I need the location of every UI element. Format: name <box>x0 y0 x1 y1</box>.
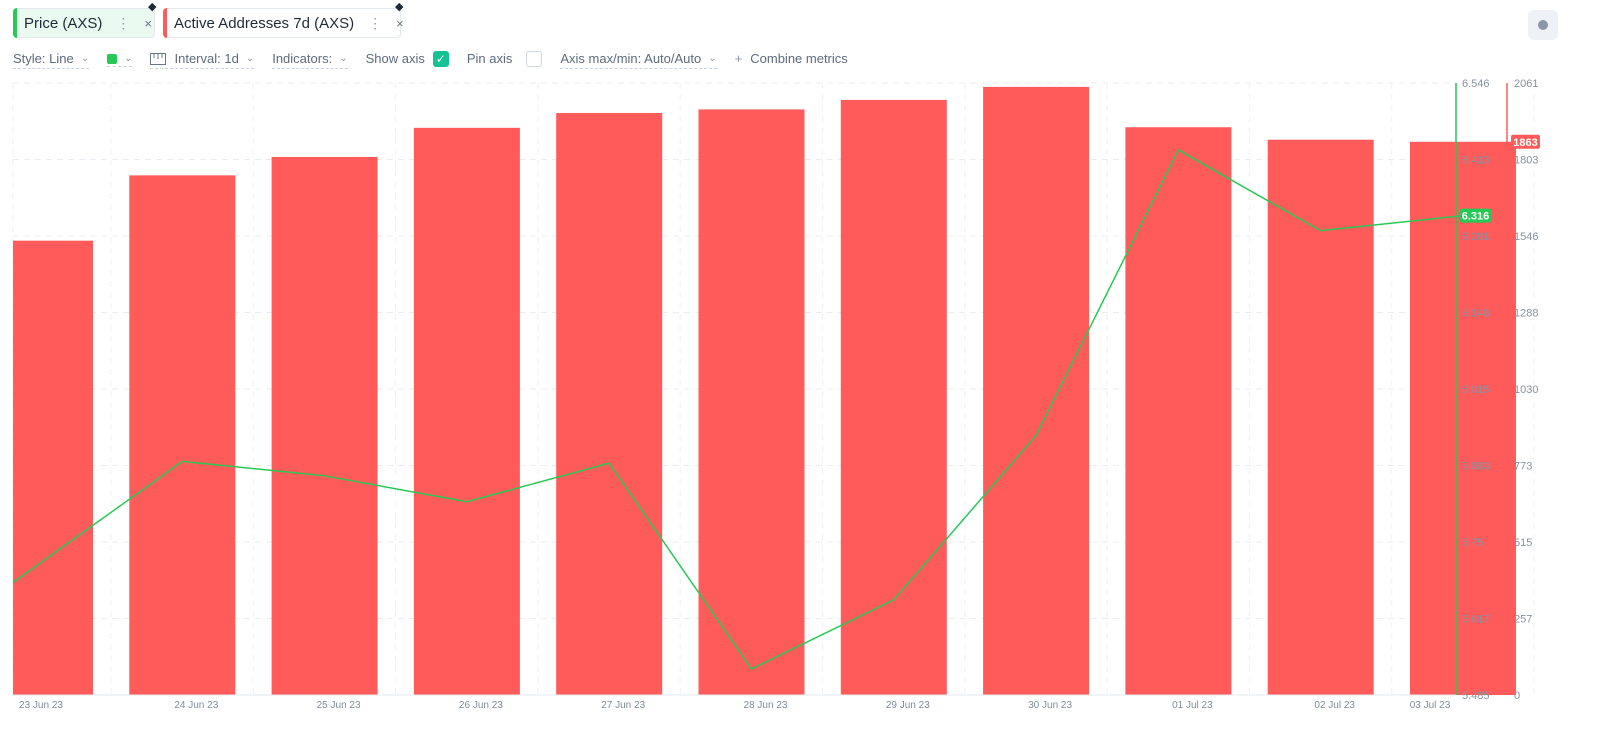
show-axis-label: Show axis <box>365 51 425 66</box>
addresses-axis-tick-label: 1803 <box>1514 155 1538 167</box>
metric-color-bar <box>163 8 167 38</box>
bar-active-addresses <box>129 175 236 695</box>
chevron-down-icon: ⌄ <box>245 53 255 64</box>
price-last-value-badge <box>1460 208 1491 223</box>
show-axis-checkbox[interactable]: ✓ <box>432 50 449 67</box>
x-axis-tick-label: 26 Jun 23 <box>459 700 503 711</box>
bar-active-addresses <box>1267 139 1374 695</box>
addresses-axis-tick-label: 1030 <box>1514 384 1538 396</box>
chevron-down-icon: ⌄ <box>708 53 717 64</box>
axis-maxmin-dropdown[interactable]: Axis max/min: Auto/Auto ⌄ <box>560 51 717 69</box>
metric-tab-price[interactable]: Price (AXS) ⋮ × <box>13 8 155 38</box>
bar-active-addresses <box>556 112 663 695</box>
drag-handle-icon[interactable]: ◆ <box>395 1 404 13</box>
price-axis-tick-label: 6.281 <box>1462 231 1490 243</box>
chevron-down-icon: ⌄ <box>339 53 348 64</box>
circle-icon <box>1538 20 1548 30</box>
axis-maxmin-label: Axis max/min: Auto/Auto <box>560 51 702 66</box>
x-axis-tick-label: 23 Jun 23 <box>19 700 63 711</box>
addresses-axis-tick-label: 0 <box>1514 690 1520 702</box>
close-icon[interactable]: × <box>144 15 152 31</box>
bar-active-addresses <box>698 109 805 695</box>
bar-active-addresses <box>840 99 947 695</box>
combine-metrics-label: Combine metrics <box>750 51 848 66</box>
pin-axis-checkbox[interactable] <box>526 50 543 67</box>
more-icon[interactable]: ⋮ <box>116 14 131 31</box>
more-icon[interactable]: ⋮ <box>368 14 383 31</box>
show-axis-toggle[interactable]: Show axis ✓ <box>365 50 449 70</box>
metric-label: Active Addresses 7d (AXS) <box>174 14 355 32</box>
addresses-axis-tick-label: 1288 <box>1514 308 1538 320</box>
addresses-axis-tick-label: 257 <box>1514 614 1532 626</box>
addresses-last-value-badge <box>1511 134 1540 149</box>
line-price <box>12 148 1464 670</box>
indicators-label: Indicators: <box>272 51 333 66</box>
x-axis-tick-label: 30 Jun 23 <box>1028 700 1072 711</box>
interval-dropdown[interactable]: Interval: 1d ⌄ <box>150 51 255 69</box>
addresses-axis-tick-label: 2061 <box>1514 78 1538 90</box>
price-axis-tick-label: 5.75 <box>1462 537 1483 549</box>
bar-active-addresses <box>13 240 93 695</box>
bar-active-addresses <box>1125 127 1232 695</box>
color-picker[interactable]: ⌄ <box>107 53 133 67</box>
interval-label: Interval: 1d <box>174 51 239 66</box>
drag-handle-icon[interactable]: ◆ <box>148 1 157 13</box>
x-axis-tick-label: 28 Jun 23 <box>744 700 788 711</box>
pin-axis-label: Pin axis <box>466 51 513 66</box>
combine-metrics-button[interactable]: + Combine metrics <box>735 51 848 69</box>
x-axis-tick-label: 24 Jun 23 <box>174 700 218 711</box>
price-axis-tick-label: 6.015 <box>1462 384 1490 396</box>
chevron-down-icon: ⌄ <box>124 53 133 64</box>
addresses-axis-tick-label: 773 <box>1514 461 1532 473</box>
chevron-down-icon: ⌄ <box>80 53 90 64</box>
style-dropdown[interactable]: Style: Line ⌄ <box>13 51 90 69</box>
bar-active-addresses <box>413 127 520 695</box>
x-axis-tick-label: 02 Jul 23 <box>1314 700 1355 711</box>
indicators-dropdown[interactable]: Indicators: ⌄ <box>272 51 348 69</box>
color-swatch <box>107 53 118 64</box>
bar-active-addresses <box>1410 141 1516 696</box>
price-axis-tick-label: 6.413 <box>1462 155 1490 167</box>
metric-color-bar <box>13 8 17 38</box>
close-icon[interactable]: × <box>396 15 404 31</box>
pin-axis-toggle[interactable]: Pin axis <box>466 50 543 70</box>
price-last-value-label: 6.316 <box>1462 211 1490 223</box>
addresses-axis-tick-label: 1546 <box>1514 231 1538 243</box>
price-axis-tick-label: 5.883 <box>1462 461 1490 473</box>
addresses-last-value-label: 1863 <box>1513 137 1537 149</box>
x-axis-tick-label: 27 Jun 23 <box>601 700 645 711</box>
x-axis-tick-label: 03 Jul 23 <box>1410 700 1451 711</box>
ruler-icon <box>150 52 167 65</box>
bar-active-addresses <box>983 86 1090 696</box>
plus-icon: + <box>734 51 743 66</box>
price-axis-tick-label: 5.617 <box>1462 614 1490 626</box>
price-axis-tick-label: 6.148 <box>1462 308 1490 320</box>
theme-toggle-button[interactable] <box>1528 10 1558 40</box>
x-axis-tick-label: 29 Jun 23 <box>886 700 930 711</box>
style-label: Style: Line <box>13 51 74 66</box>
bar-active-addresses <box>271 156 378 696</box>
x-axis-tick-label: 01 Jul 23 <box>1172 700 1213 711</box>
chart-toolbar: Style: Line ⌄ ⌄ Interval: 1d ⌄ Indicator… <box>13 49 866 71</box>
price-axis-tick-label: 6.546 <box>1462 78 1490 90</box>
price-axis-tick-label: 5.485 <box>1462 690 1490 702</box>
metric-tab-active-addresses[interactable]: Active Addresses 7d (AXS) ⋮ × <box>163 8 404 38</box>
x-axis-tick-label: 25 Jun 23 <box>317 700 361 711</box>
addresses-axis-tick-label: 515 <box>1514 537 1532 549</box>
metric-label: Price (AXS) <box>24 14 103 32</box>
